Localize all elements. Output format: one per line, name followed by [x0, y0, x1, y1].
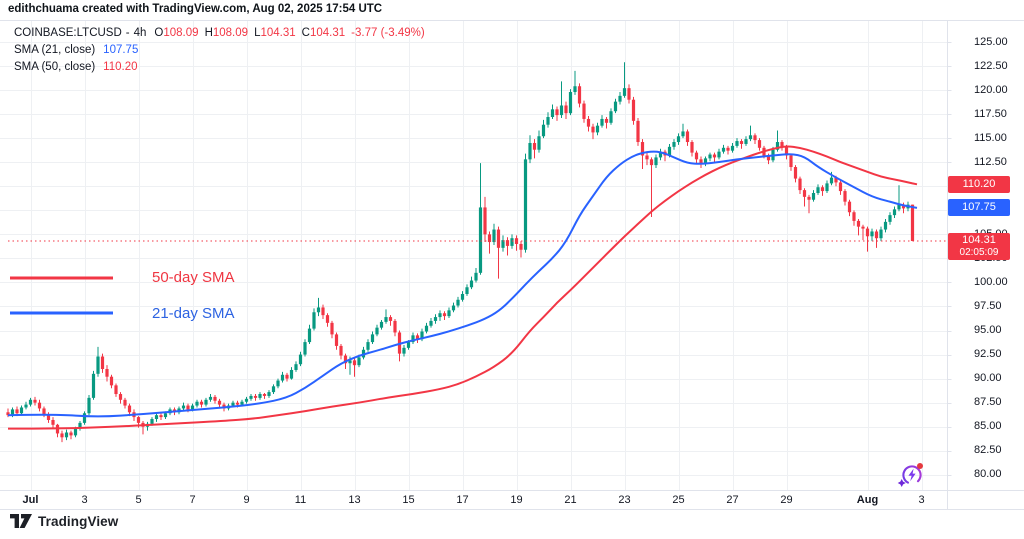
price-axis-label: 112.50: [974, 155, 1007, 168]
time-axis-label: 9: [243, 494, 250, 506]
time-axis-label: 27: [726, 494, 739, 506]
price-axis-label: 92.50: [974, 348, 1002, 361]
price-axis-label: 85.00: [974, 420, 1002, 433]
chart-legend: COINBASE:LTCUSD -4h O108.09 H108.09 L104.31 C…: [14, 25, 425, 76]
interval-label: 4h: [133, 27, 147, 39]
ohlc-values: O108.09 H108.09 L104.31 C104.31 -3.77 (-3.49…: [154, 27, 424, 39]
time-axis-label: 5: [135, 494, 142, 506]
time-axis-label: 21: [564, 494, 577, 506]
sma50-legend-row[interactable]: SMA (50, close) 110.20: [14, 59, 425, 75]
grid-lines: [0, 20, 952, 490]
price-axis-label: 80.00: [974, 468, 1002, 481]
price-axis-label: 97.50: [974, 299, 1002, 312]
symbol-legend-row[interactable]: COINBASE:LTCUSD -4h O108.09 H108.09 L104.31 C…: [14, 25, 425, 41]
last-price-badge: 104.31 02:05:09: [948, 233, 1010, 261]
high-label: H: [204, 27, 213, 39]
sma50-value: 110.20: [103, 61, 138, 73]
sma21-value: 107.75: [103, 44, 139, 56]
sma21-legend-row[interactable]: SMA (21, close) 107.75: [14, 42, 425, 58]
time-axis-label: Jul: [22, 494, 39, 506]
sma21-label: SMA (21, close): [14, 44, 96, 56]
attribution-text: edithchuama created with TradingView.com…: [8, 3, 383, 15]
price-axis-label: 100.00: [974, 275, 1008, 288]
bar-countdown: 02:05:09: [959, 247, 999, 259]
price-axis-label: 95.00: [974, 324, 1002, 337]
last-price-value: 104.31: [962, 234, 996, 247]
tradingview-logo-icon: [10, 514, 32, 528]
sma50-line[interactable]: [7, 145, 918, 430]
close-label: C: [301, 27, 310, 39]
notification-dot: [917, 463, 923, 469]
candlestick-series: [6, 62, 915, 443]
pane-borders: [0, 20, 1024, 510]
price-axis-label: 122.50: [974, 59, 1008, 72]
price-axis-label: 125.00: [974, 35, 1008, 48]
price-axis-label: 117.50: [974, 107, 1007, 120]
open-label: O: [154, 27, 164, 39]
low-label: L: [254, 27, 261, 39]
price-axis-label: 90.00: [974, 372, 1002, 385]
sparkle-icon: [897, 479, 906, 487]
time-axis-label: 3: [81, 494, 88, 506]
price-axis-label: 120.00: [974, 83, 1008, 96]
time-axis-label: 11: [294, 494, 307, 506]
tradingview-footer-link[interactable]: TradingView: [10, 514, 118, 529]
time-axis-label: 29: [780, 494, 793, 506]
symbol-name: COINBASE:LTCUSD: [14, 27, 122, 39]
sma50-label: SMA (50, close): [14, 61, 96, 73]
sma21-price-badge: 107.75: [948, 199, 1010, 217]
time-axis-label: 7: [189, 494, 196, 506]
flash-icon-ring: [902, 465, 922, 485]
flash-event-icon[interactable]: [893, 456, 931, 494]
time-axis-label: Aug: [856, 494, 879, 506]
price-axis-label: 87.50: [974, 396, 1002, 409]
change-value: -3.77 (-3.49%): [351, 27, 425, 39]
time-axis-label: 3: [918, 494, 925, 506]
sma50-price-badge: 110.20: [948, 175, 1010, 193]
time-axis-label: 15: [402, 494, 415, 506]
open-value: 108.09: [163, 27, 199, 39]
time-axis-label: 25: [672, 494, 685, 506]
time-axis-label: 19: [510, 494, 523, 506]
price-axis-label: 115.00: [974, 131, 1007, 144]
sma21-line[interactable]: [7, 150, 918, 418]
low-value: 104.31: [260, 27, 296, 39]
price-axis-label: 82.50: [974, 444, 1002, 457]
high-value: 108.09: [212, 27, 249, 39]
drawn-sma21-label[interactable]: 21-day SMA: [152, 305, 235, 322]
time-axis-label: 23: [618, 494, 631, 506]
legend-separator: -: [125, 27, 130, 39]
time-axis-label: 13: [348, 494, 361, 506]
close-value: 104.31: [309, 27, 346, 39]
lightning-bolt-icon: [908, 468, 916, 482]
drawn-sma50-label[interactable]: 50-day SMA: [152, 269, 235, 286]
tradingview-wordmark: TradingView: [38, 514, 119, 529]
time-axis-label: 17: [456, 494, 469, 506]
